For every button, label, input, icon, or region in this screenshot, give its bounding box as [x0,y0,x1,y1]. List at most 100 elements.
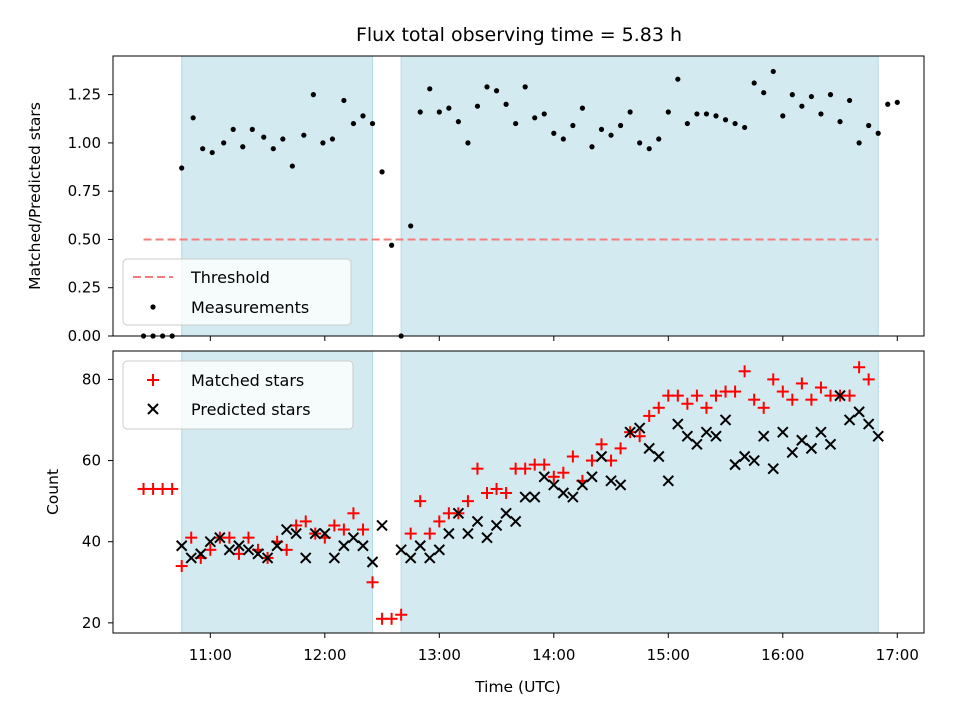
y-tick-label: 20 [82,614,101,632]
measurement-point [560,136,566,142]
matched-star-point [814,381,827,394]
measurement-point [885,101,891,107]
predicted-star-point [519,491,531,503]
predicted-star-point [595,450,608,463]
matched-star-point [500,487,513,500]
measurement-point [732,120,738,127]
predicted-star-point [481,531,493,544]
predicted-star-point [509,515,522,528]
measurement-point [427,86,433,92]
measurement-point [389,242,395,248]
y-tick-label: 0.25 [68,279,101,297]
count-panel-frame [112,350,925,634]
measurement-point [532,115,538,121]
predicted-star-point [815,426,827,438]
matched-star-point [700,401,713,414]
matched-star-point [862,373,875,386]
matched-star-point [423,527,436,540]
matched-star-point [471,462,484,475]
measurement-point [360,113,366,119]
predicted-star-point [395,544,407,556]
observing-intervals [181,55,879,337]
predicted-star-point [195,548,207,560]
measurement-point [249,126,255,132]
x-tick-label: 15:00 [647,646,690,664]
measurement-point [608,132,614,138]
measurement-point [190,115,196,121]
measurement-point [837,119,843,125]
matched-star-point [299,515,312,528]
predicted-star-point [214,531,226,544]
measurement-point [770,68,776,75]
measurement-point [875,130,881,136]
measurement-point [694,111,700,117]
predicted-star-point [414,540,426,552]
measurement-point [627,109,633,115]
matched-star-point [710,389,723,402]
measurement-point [780,113,786,119]
predicted-star-point [862,418,875,430]
matched-star-point [433,515,446,528]
measurement-point [675,76,681,82]
measurement-point [329,136,336,142]
matched-star-point [805,393,818,406]
matched-star-point [337,523,350,536]
count-y-axis-label: Count [44,469,62,515]
measurement-point [513,120,519,127]
predicted-star-point [681,430,694,442]
measurement-point [789,92,795,98]
measurements-legend-label: Measurements [191,298,309,317]
measurement-point [493,88,500,94]
predicted-star-point [872,430,884,442]
predicted-star-point [834,389,846,402]
predicted-star-point [662,475,675,487]
measurement-point [503,101,509,107]
measurement-point [637,140,643,146]
measurement-point [408,223,414,229]
y-tick-label: 60 [82,452,101,470]
matched-star-point [290,519,303,532]
measurement-point [722,117,729,123]
measurement-point [665,109,671,115]
matched-star-point [786,393,799,406]
predicted-star-point [328,552,341,564]
predicted-star-point [300,552,312,564]
predicted-legend-label: Predicted stars [191,400,311,419]
matched-star-point [185,531,198,544]
matched-legend-swatch [147,374,159,386]
chart-title: Flux total observing time = 5.83 h [356,24,682,46]
measurement-point [436,109,442,115]
measurement-point [846,97,853,104]
ratio-y-axis: 0.00 0.25 0.50 0.75 1.00 1.25 [68,86,113,345]
measurement-point [270,146,276,152]
measurement-point [455,119,461,125]
measurement-point [751,80,757,86]
predicted-star-point [500,507,512,520]
matched-star-point [566,450,579,463]
predicted-star-point [280,523,293,536]
matched-star-point [481,487,494,500]
predicted-star-point [748,454,760,467]
predicted-star-point [290,527,302,540]
x-tick-label: 12:00 [303,646,346,664]
predicted-star-point [767,462,779,475]
measurement-point [656,136,662,142]
matched-star-point [738,365,751,378]
matched-star-point [853,361,866,374]
measurement-point [261,134,267,140]
measurement-point [703,111,710,117]
predicted-star-point [204,535,217,548]
predicted-star-point [261,552,274,564]
matched-star-point [328,519,341,532]
predicted-star-point [719,414,732,426]
predicted-star-point [404,552,417,564]
predicted-star-point [548,479,560,491]
count-x-axis: 11:00 12:00 13:00 14:00 15:00 16:00 17:00 [189,633,919,664]
y-tick-label: 80 [82,370,101,388]
matched-star-point [223,531,236,544]
predicted-star-point [452,507,465,520]
matched-star-point [776,385,789,398]
x-tick-label: 17:00 [876,646,919,664]
measurement-point [551,130,557,136]
predicted-star-point [710,430,722,442]
